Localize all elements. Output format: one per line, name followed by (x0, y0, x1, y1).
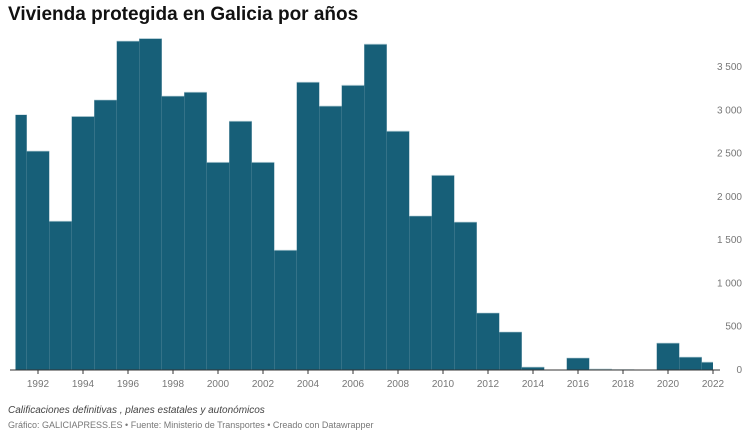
bar-2007 (364, 44, 387, 371)
bar-2000 (206, 162, 230, 370)
bar-2011 (454, 221, 477, 370)
chart-footer: Gráfico: GALICIAPRESS.ES • Fuente: Minis… (8, 420, 374, 430)
x-tick-label: 1994 (72, 379, 95, 390)
bar-1998 (161, 96, 185, 370)
x-tick-label: 2000 (207, 379, 230, 390)
bar-2022 (701, 362, 713, 370)
x-tick-label: 2010 (432, 379, 455, 390)
bar-2016 (566, 357, 590, 370)
bar-2002 (251, 162, 275, 370)
chart-notes: Calificaciones definitivas , planes esta… (8, 405, 265, 416)
x-tick-label: 2014 (522, 379, 545, 390)
y-tick-label: 0 (736, 365, 742, 376)
step-chart: 1992 1994 1996 1998 2000 2002 2004 2006 2008 2010… (10, 38, 742, 390)
bar-2001 (229, 121, 252, 370)
bar-2003 (274, 250, 297, 370)
bar-2013 (499, 331, 522, 370)
x-tick-label: 1996 (117, 379, 140, 390)
bar-2006 (341, 85, 365, 371)
x-tick-label: 2004 (297, 379, 320, 390)
bar-1997 (139, 38, 162, 370)
bar-2010 (431, 175, 455, 370)
y-tick-label: 1 500 (717, 235, 742, 246)
x-tick-label: 2018 (612, 379, 635, 390)
x-tick-label: 2008 (387, 379, 410, 390)
x-tick-label: 2012 (477, 379, 500, 390)
bar-1999 (184, 92, 207, 370)
bar-1993 (49, 221, 72, 370)
y-tick-label: 3 000 (717, 105, 742, 116)
bar-2014 (521, 366, 545, 370)
x-tick-label: 1998 (162, 379, 185, 390)
y-tick-label: 2 000 (717, 192, 742, 203)
bar-1994 (71, 116, 95, 371)
chart-title: Vivienda protegida en Galicia por años (8, 4, 359, 25)
x-tick-label: 2006 (342, 379, 365, 390)
x-tick-label: 2016 (567, 379, 590, 390)
x-tick-label: 2020 (657, 379, 680, 390)
bar-1995 (94, 99, 117, 370)
x-tick-label: 2002 (252, 379, 275, 390)
bar-2021 (679, 357, 702, 370)
bar-2020 (656, 342, 680, 370)
bar-1992 (26, 150, 50, 370)
bar-2012 (476, 312, 500, 370)
bar-2008 (386, 131, 410, 370)
x-tick-label: 2022 (702, 379, 725, 390)
bar-2004 (296, 82, 320, 371)
y-tick-label: 1 000 (717, 278, 742, 289)
y-tick-label: 500 (725, 322, 742, 333)
bar-1991 (15, 114, 27, 370)
bar-1996 (116, 41, 140, 371)
y-tick-label: 2 500 (717, 149, 742, 160)
bar-2017 (589, 368, 612, 370)
bar-2005 (319, 105, 342, 370)
bar-2009 (409, 215, 432, 370)
x-tick-label: 1992 (27, 379, 50, 390)
y-tick-label: 3 500 (717, 62, 742, 73)
